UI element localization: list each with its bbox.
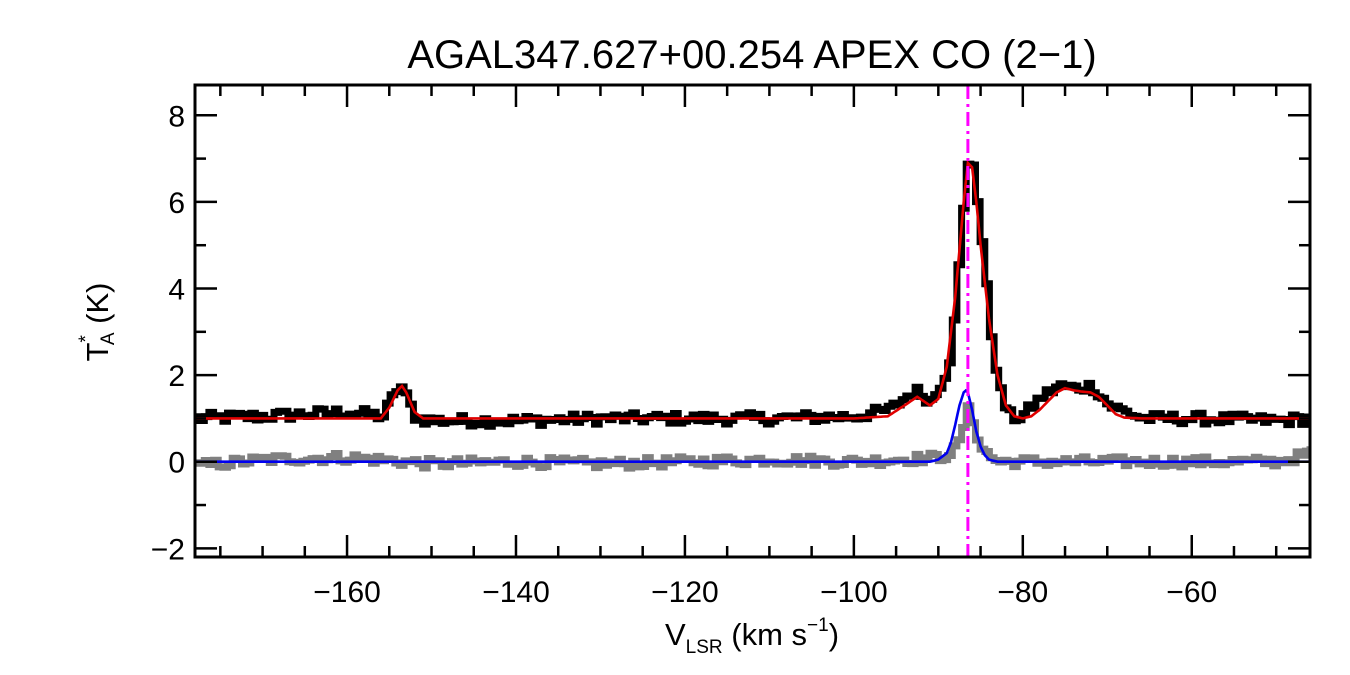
x-tick-label: −120 <box>651 576 719 609</box>
chart-title: AGAL347.627+00.254 APEX CO (2−1) <box>407 33 1096 77</box>
series-1-line <box>195 159 1310 420</box>
series-0-line <box>195 160 1310 430</box>
x-axis-title: VLSR (km s−1) <box>665 615 839 658</box>
series-3-line <box>195 388 1310 463</box>
y-tick-label: 6 <box>168 187 185 220</box>
y-tick-label: 0 <box>168 447 185 480</box>
y-tick-label: 4 <box>168 274 185 307</box>
plot-frame <box>193 83 1312 559</box>
x-tick-label: −80 <box>997 576 1048 609</box>
axes-layer: −160 −140 −120 −100 −80 −60 −2 0 2 4 6 8 <box>151 83 1312 609</box>
y-tick-label: 8 <box>168 100 185 133</box>
series-layer <box>195 159 1310 472</box>
y-tick-label: 2 <box>168 360 185 393</box>
x-tick-label: −160 <box>313 576 381 609</box>
x-tick-label: −140 <box>482 576 550 609</box>
x-tick-label: −100 <box>820 576 888 609</box>
x-tick-label: −60 <box>1166 576 1217 609</box>
y-tick-label: −2 <box>151 533 185 566</box>
y-axis-title: T*A (K) <box>76 283 119 362</box>
